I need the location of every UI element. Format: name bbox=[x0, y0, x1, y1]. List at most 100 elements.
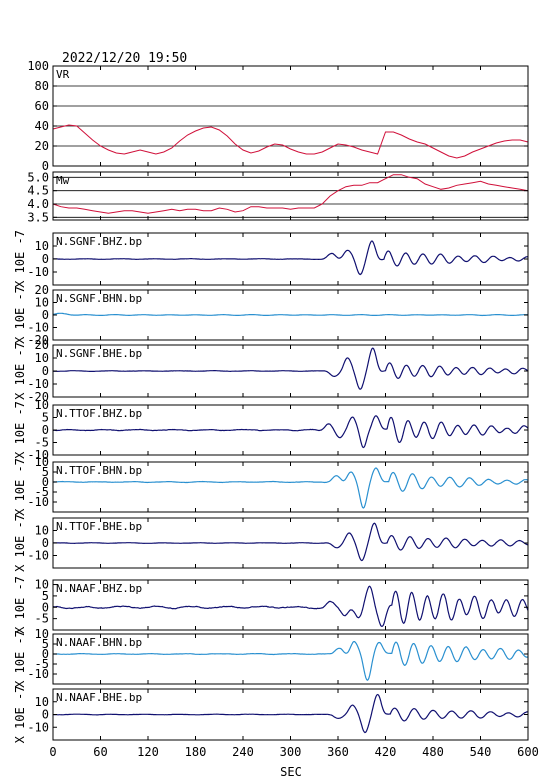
x-tick-label: 240 bbox=[232, 745, 254, 759]
y-tick-label: 5 bbox=[42, 589, 49, 603]
panel-mw: 3.54.04.55.0 Mw bbox=[27, 170, 529, 224]
y-tick-label: 0 bbox=[42, 308, 49, 322]
panel-label: VR bbox=[56, 68, 70, 81]
x-tick-label: 360 bbox=[327, 745, 349, 759]
panel-vr: 0 20 40 60 80 100 VR bbox=[27, 59, 529, 173]
panel-label: N.SGNF.BHN.bp bbox=[56, 292, 142, 305]
panel-label: N.SGNF.BHE.bp bbox=[56, 347, 142, 360]
y-axis-label: X 10E -7 bbox=[13, 342, 27, 400]
series-line bbox=[52, 522, 529, 562]
y-axis-label: X 10E -7 bbox=[13, 401, 27, 459]
y-tick-label: -5 bbox=[35, 657, 49, 671]
figure-title: 2022/12/20 19:50 bbox=[62, 51, 187, 66]
x-tick-label: 420 bbox=[375, 745, 397, 759]
y-tick-label: 4.5 bbox=[27, 184, 49, 198]
y-tick-label: 20 bbox=[35, 283, 49, 297]
y-axis-label: X 10E -7 bbox=[13, 230, 27, 288]
y-tick-label: 10 bbox=[35, 455, 49, 469]
x-tick-label: 540 bbox=[470, 745, 492, 759]
x-tick-label: 600 bbox=[517, 745, 539, 759]
panel-frame bbox=[52, 171, 529, 221]
y-tick-label: 20 bbox=[35, 139, 49, 153]
y-tick-label: 0 bbox=[42, 647, 49, 661]
y-axis-label: X 10E -7 bbox=[13, 458, 27, 516]
y-tick-label: -10 bbox=[27, 549, 49, 563]
y-tick-label: 10 bbox=[35, 296, 49, 310]
panel-label: N.SGNF.BHZ.bp bbox=[56, 235, 142, 248]
y-axis-label: X 10E -7 bbox=[13, 286, 27, 344]
y-tick-label: 0 bbox=[42, 708, 49, 722]
y-tick-label: 5 bbox=[42, 465, 49, 479]
panel-frame bbox=[52, 65, 529, 167]
y-tick-label: -10 bbox=[27, 448, 49, 462]
y-tick-label: 60 bbox=[35, 99, 49, 113]
series-line bbox=[53, 693, 529, 734]
panel-label: N.TTOF.BHN.bp bbox=[56, 464, 142, 477]
x-tick-label: 120 bbox=[137, 745, 159, 759]
series-line bbox=[52, 415, 529, 449]
series-line bbox=[52, 347, 529, 390]
y-tick-label: -5 bbox=[35, 485, 49, 499]
y-tick-label: 5.0 bbox=[27, 170, 49, 184]
y-tick-label: 80 bbox=[35, 79, 49, 93]
y-tick-label: 20 bbox=[35, 338, 49, 352]
y-tick-label: -20 bbox=[27, 333, 49, 347]
panel-label: Mw bbox=[56, 174, 70, 187]
y-tick-label: 0 bbox=[42, 252, 49, 266]
y-axis-label: X 10E -7 bbox=[13, 630, 27, 688]
y-tick-label: 10 bbox=[35, 578, 49, 592]
x-tick-label: 60 bbox=[93, 745, 107, 759]
y-tick-label: -10 bbox=[27, 495, 49, 509]
y-tick-label: 0 bbox=[42, 159, 49, 173]
panel-label: N.TTOF.BHZ.bp bbox=[56, 407, 142, 420]
x-tick-label: 0 bbox=[49, 745, 56, 759]
x-axis: 0 60 120 180 240 300 360 420 480 540 600 bbox=[49, 745, 538, 759]
y-tick-label: -10 bbox=[27, 321, 49, 335]
y-tick-label: 4.0 bbox=[27, 197, 49, 211]
y-tick-label: 3.5 bbox=[27, 210, 49, 224]
y-axis-label: X 10E -7 bbox=[13, 576, 27, 634]
y-tick-label: 0 bbox=[42, 536, 49, 550]
y-tick-label: 10 bbox=[35, 239, 49, 253]
y-tick-label: -5 bbox=[35, 436, 49, 450]
panel-label: N.NAAF.BHE.bp bbox=[56, 691, 142, 704]
y-tick-label: -10 bbox=[27, 720, 49, 734]
y-tick-label: 5 bbox=[42, 637, 49, 651]
x-tick-label: 180 bbox=[185, 745, 207, 759]
series-line bbox=[52, 174, 529, 214]
y-tick-label: 10 bbox=[35, 695, 49, 709]
series-line bbox=[52, 124, 529, 159]
y-tick-label: -10 bbox=[27, 377, 49, 391]
series-line bbox=[52, 312, 528, 317]
series-line bbox=[52, 585, 529, 627]
y-tick-label: 10 bbox=[35, 351, 49, 365]
y-tick-label: 10 bbox=[35, 524, 49, 538]
series-line bbox=[52, 641, 529, 681]
y-tick-label: -20 bbox=[27, 390, 49, 404]
y-tick-label: 10 bbox=[35, 627, 49, 641]
panel-label: N.NAAF.BHZ.bp bbox=[56, 582, 142, 595]
y-tick-label: 5 bbox=[42, 411, 49, 425]
y-tick-label: 0 bbox=[42, 423, 49, 437]
y-tick-label: 0 bbox=[42, 364, 49, 378]
y-tick-label: 100 bbox=[27, 59, 49, 73]
panel-label: N.NAAF.BHN.bp bbox=[56, 636, 142, 649]
x-tick-label: 300 bbox=[280, 745, 302, 759]
y-axis-label: X 10E -7 bbox=[13, 514, 27, 572]
panel-label: N.TTOF.BHE.bp bbox=[56, 520, 142, 533]
y-tick-label: 40 bbox=[35, 119, 49, 133]
y-axis-label: X 10E -7 bbox=[13, 686, 27, 744]
y-tick-label: 10 bbox=[35, 398, 49, 412]
x-tick-label: 480 bbox=[422, 745, 444, 759]
